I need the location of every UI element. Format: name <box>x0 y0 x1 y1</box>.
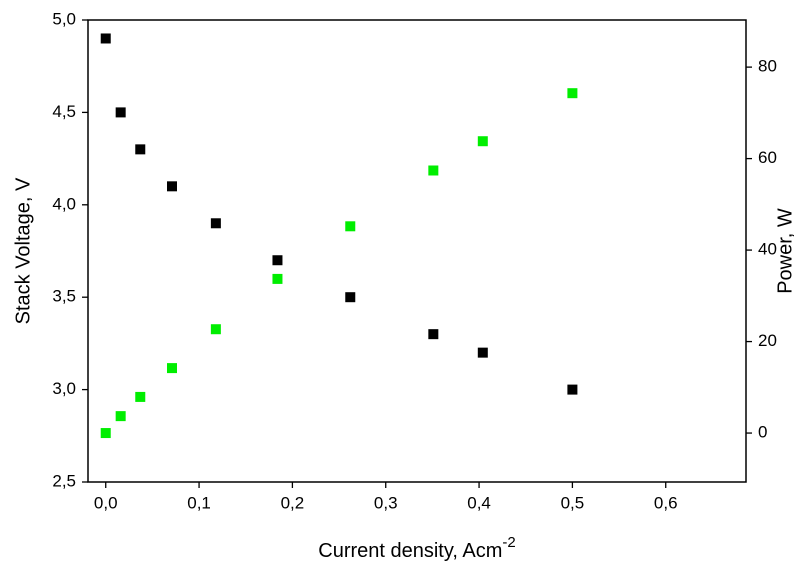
data-point <box>345 221 356 232</box>
x-tick-label: 0,3 <box>374 493 398 512</box>
data-point <box>135 144 146 155</box>
data-point <box>567 384 578 395</box>
plot-frame <box>87 19 747 483</box>
data-point <box>428 329 439 340</box>
y2-tick-label: 40 <box>758 240 777 259</box>
data-point <box>477 136 488 147</box>
data-point <box>115 411 126 422</box>
x-tick-label: 0,4 <box>467 493 491 512</box>
y-tick-label: 3,0 <box>52 379 76 398</box>
data-point <box>167 181 177 192</box>
x-tick-label: 0,0 <box>94 493 118 512</box>
data-point <box>345 292 356 303</box>
data-point <box>100 33 111 44</box>
data-point <box>477 347 488 358</box>
data-point <box>428 165 439 176</box>
data-point <box>567 88 578 99</box>
x-axis-label-superscript: -2 <box>502 534 515 551</box>
data-point <box>115 107 126 118</box>
data-point <box>167 363 177 374</box>
x-tick-label: 0,1 <box>187 493 211 512</box>
y-tick-label: 4,5 <box>52 102 76 121</box>
y-tick-label: 2,5 <box>52 471 76 490</box>
x-tick-label: 0,5 <box>561 493 585 512</box>
y2-tick-label: 80 <box>758 57 777 76</box>
data-point <box>210 324 221 335</box>
y-tick-label: 5,0 <box>52 9 76 28</box>
data-point <box>135 391 146 402</box>
data-point <box>100 428 111 439</box>
data-point <box>272 273 283 284</box>
y-tick-label: 3,5 <box>52 287 76 306</box>
y-tick-label: 4,0 <box>52 194 76 213</box>
data-point <box>272 255 283 266</box>
y2-tick-label: 0 <box>758 423 767 442</box>
y-axis-label: Stack Voltage, V <box>12 177 34 324</box>
y2-axis-label: Power, W <box>774 208 796 294</box>
x-tick-label: 0,6 <box>654 493 678 512</box>
x-tick-label: 0,2 <box>281 493 305 512</box>
y2-tick-label: 60 <box>758 148 777 167</box>
x-axis-label-text: Current density, Acm <box>318 540 502 562</box>
data-point <box>210 218 221 229</box>
y2-tick-label: 20 <box>758 331 777 350</box>
x-axis-label: Current density, Acm-2 <box>318 534 515 562</box>
